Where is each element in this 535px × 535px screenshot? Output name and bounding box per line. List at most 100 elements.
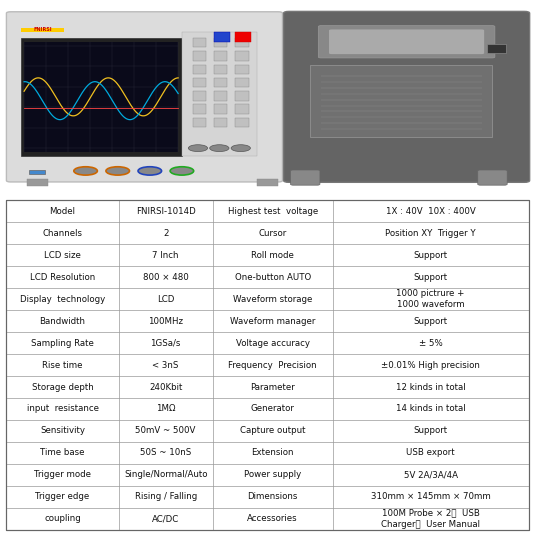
Text: 100MHz: 100MHz [148,317,183,326]
Bar [21,27,64,32]
Text: Support: Support [414,426,448,435]
Circle shape [210,145,229,151]
Text: 1GSa/s: 1GSa/s [150,339,181,348]
FancyBboxPatch shape [318,26,495,58]
Text: Trigger mode: Trigger mode [34,470,91,479]
Text: USB export: USB export [407,448,455,457]
Bar [487,44,506,53]
Text: Position XY  Trigger Y: Position XY Trigger Y [385,229,476,238]
Text: Channels: Channels [43,229,82,238]
Bar [27,179,48,186]
Text: 5V 2A/3A/4A: 5V 2A/3A/4A [404,470,457,479]
FancyBboxPatch shape [6,12,282,182]
Bar [214,118,227,127]
Text: Rise time: Rise time [42,361,83,370]
Text: 50S ~ 10nS: 50S ~ 10nS [140,448,192,457]
Text: Voltage accuracy: Voltage accuracy [236,339,310,348]
Text: FNIRSI: FNIRSI [34,27,52,32]
Bar [193,91,206,101]
Circle shape [188,145,208,151]
Bar [29,170,45,174]
Text: Accessories: Accessories [247,514,298,523]
Text: Sampling Rate: Sampling Rate [31,339,94,348]
Bar [193,51,206,61]
Text: Dimensions: Dimensions [248,492,298,501]
Text: LCD size: LCD size [44,251,81,259]
Text: 310mm × 145mm × 70mm: 310mm × 145mm × 70mm [371,492,491,501]
Text: Sensitivity: Sensitivity [40,426,85,435]
Bar [235,51,249,61]
Text: ± 5%: ± 5% [419,339,442,348]
Circle shape [138,167,162,175]
Text: Roll mode: Roll mode [251,251,294,259]
Text: coupling: coupling [44,514,81,523]
Bar [214,104,227,114]
Bar [182,32,257,156]
Text: Capture output: Capture output [240,426,305,435]
FancyBboxPatch shape [478,170,507,185]
Text: ±0.01% High precision: ±0.01% High precision [381,361,480,370]
Bar [235,65,249,74]
Text: AC/DC: AC/DC [152,514,179,523]
Bar [24,42,178,152]
Text: Parameter: Parameter [250,383,295,392]
Bar [214,51,227,61]
FancyBboxPatch shape [284,11,530,182]
Text: Extension: Extension [251,448,294,457]
Bar [310,65,492,137]
Text: Support: Support [414,251,448,259]
Text: Cursor: Cursor [258,229,287,238]
Text: 50mV ~ 500V: 50mV ~ 500V [135,426,196,435]
Circle shape [74,167,97,175]
Bar [235,118,249,127]
Text: Bandwidth: Bandwidth [40,317,86,326]
Text: 2: 2 [163,229,169,238]
Bar [235,78,249,87]
Bar [193,78,206,87]
Bar [235,38,249,48]
Circle shape [231,145,250,151]
Text: < 3nS: < 3nS [152,361,179,370]
Bar [214,91,227,101]
Text: 14 kinds in total: 14 kinds in total [396,404,465,414]
Text: 7 Inch: 7 Inch [152,251,179,259]
Text: Storage depth: Storage depth [32,383,94,392]
Text: Single/Normal/Auto: Single/Normal/Auto [124,470,208,479]
Text: 800 × 480: 800 × 480 [143,273,188,281]
Text: 240Kbit: 240Kbit [149,383,182,392]
Text: Time base: Time base [40,448,85,457]
Bar [193,38,206,48]
Text: 12 kinds in total: 12 kinds in total [396,383,465,392]
Circle shape [170,167,194,175]
Bar [193,118,206,127]
Bar [21,38,182,156]
FancyBboxPatch shape [291,170,320,185]
Text: LCD: LCD [157,295,174,304]
Text: 100M Probe × 2，  USB
Charger，  User Manual: 100M Probe × 2， USB Charger， User Manual [381,509,480,529]
Bar [235,32,251,42]
Text: Waveform manager: Waveform manager [230,317,316,326]
Text: input  resistance: input resistance [27,404,98,414]
Text: Waveform storage: Waveform storage [233,295,312,304]
Bar [193,104,206,114]
Bar [214,65,227,74]
Text: Support: Support [414,317,448,326]
Bar [193,65,206,74]
Text: Power supply: Power supply [244,470,301,479]
Text: Frequency  Precision: Frequency Precision [228,361,317,370]
Text: LCD Resolution: LCD Resolution [30,273,95,281]
Circle shape [106,167,129,175]
Text: 1000 pictrure +
1000 waveform: 1000 pictrure + 1000 waveform [396,289,465,309]
Text: Support: Support [414,273,448,281]
Bar [214,78,227,87]
Bar [214,32,230,42]
Text: Trigger edge: Trigger edge [35,492,90,501]
Text: Highest test  voltage: Highest test voltage [227,207,318,216]
Bar [235,104,249,114]
Bar [214,38,227,48]
Text: Generator: Generator [251,404,295,414]
Text: Rising / Falling: Rising / Falling [135,492,197,501]
Text: Model: Model [50,207,75,216]
Bar [235,91,249,101]
FancyBboxPatch shape [329,29,484,54]
